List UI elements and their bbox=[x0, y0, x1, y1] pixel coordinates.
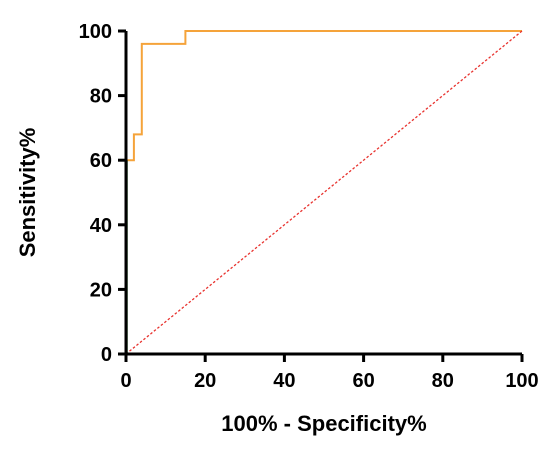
x-tick-label: 20 bbox=[194, 370, 216, 392]
x-axis-ticks: 0 20 40 60 80 100 bbox=[120, 354, 539, 392]
y-tick-label: 100 bbox=[79, 21, 112, 43]
x-axis-title: 100% - Specificity% bbox=[221, 411, 426, 436]
x-tick-label: 60 bbox=[352, 370, 374, 392]
y-tick-label: 0 bbox=[101, 344, 112, 366]
plot-area bbox=[125, 30, 523, 355]
y-tick-label: 80 bbox=[90, 86, 112, 108]
series-line-0 bbox=[125, 30, 522, 354]
series-line-1 bbox=[125, 30, 523, 355]
y-tick-label: 40 bbox=[90, 215, 112, 237]
x-tick-label: 0 bbox=[120, 370, 131, 392]
axes bbox=[124, 31, 522, 356]
y-tick-label: 60 bbox=[90, 150, 112, 172]
x-tick-label: 100 bbox=[505, 370, 538, 392]
x-tick-label: 80 bbox=[432, 370, 454, 392]
y-axis-title: Sensitivity% bbox=[15, 128, 40, 258]
y-axis-ticks: 0 20 40 60 80 100 bbox=[79, 21, 126, 366]
x-tick-label: 40 bbox=[273, 370, 295, 392]
y-tick-label: 20 bbox=[90, 279, 112, 301]
